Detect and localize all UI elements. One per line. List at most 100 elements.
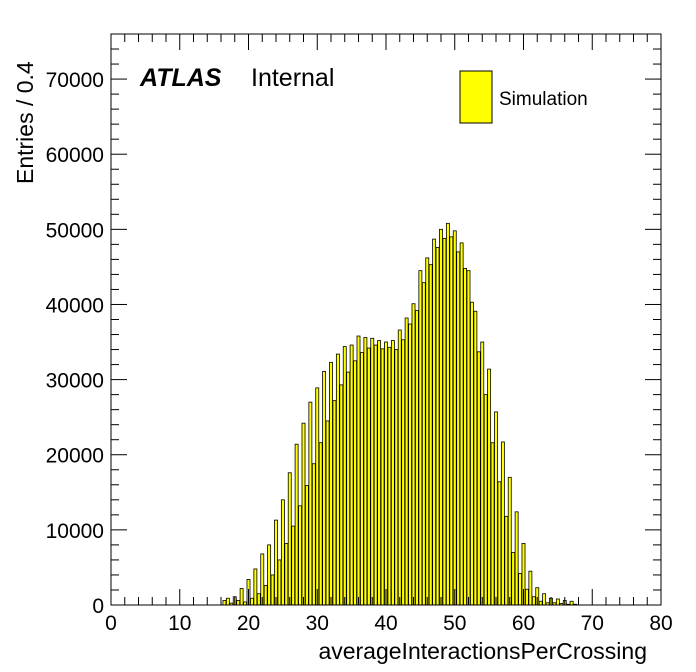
histogram-bar <box>452 230 457 606</box>
histogram-bar <box>329 361 333 606</box>
histogram-bar <box>445 222 450 606</box>
histogram-bar <box>425 257 430 606</box>
legend-swatch <box>459 70 493 124</box>
histogram-bar <box>311 463 316 606</box>
x-tick-label: 70 <box>581 612 604 635</box>
histogram-bar <box>250 597 254 606</box>
y-tick-label: 30000 <box>46 370 104 393</box>
histogram-bar <box>466 270 471 606</box>
histogram-bar <box>483 394 488 606</box>
histogram-bar <box>318 442 323 606</box>
histogram-bar <box>507 476 512 606</box>
legend-label: Simulation <box>499 89 588 110</box>
histogram-bar <box>239 588 244 606</box>
atlas-label: ATLAS <box>139 64 222 92</box>
histogram-bar <box>397 329 402 606</box>
histogram-bar <box>363 337 368 606</box>
histogram-bar <box>428 264 433 606</box>
histogram-bar <box>538 600 543 606</box>
histogram-bar <box>555 598 560 606</box>
histogram-bar <box>277 559 282 606</box>
histogram-bar <box>263 585 268 606</box>
histogram-bar <box>256 593 261 606</box>
histogram-bar <box>494 411 498 606</box>
histogram-bar <box>353 360 357 606</box>
histogram-bar <box>253 568 258 606</box>
histogram-bar <box>470 301 474 606</box>
y-tick-label: 60000 <box>46 144 104 167</box>
x-tick-label: 60 <box>512 612 535 635</box>
histogram-bar <box>569 600 574 606</box>
histogram-bar <box>449 236 454 606</box>
histogram-bar <box>301 422 306 606</box>
ticks-layer <box>110 33 662 606</box>
x-tick-labels: 0 10 20 30 40 50 60 70 80 <box>105 612 673 635</box>
histogram-bar <box>480 341 485 606</box>
histogram-bar <box>435 246 440 606</box>
x-axis-title: averageInteractionsPerCrossing <box>318 638 647 664</box>
histogram-bar <box>411 303 416 606</box>
histogram-bar <box>325 420 330 606</box>
histogram-bar <box>525 588 529 606</box>
histogram-bar <box>476 351 481 606</box>
histogram-bar <box>490 442 495 606</box>
histogram-bar <box>274 519 278 606</box>
histogram-bar <box>384 341 388 606</box>
histogram-bar <box>401 339 406 606</box>
histogram-bar <box>514 511 519 606</box>
histogram-bar <box>504 515 509 606</box>
histogram-bar <box>305 485 309 606</box>
histogram-bar <box>421 282 426 606</box>
y-tick-label: 10000 <box>46 520 104 543</box>
x-tick-label: 20 <box>237 612 260 635</box>
histogram-bar <box>511 552 516 606</box>
histogram-bar <box>298 505 302 606</box>
histogram-bar <box>418 270 423 606</box>
histogram-bar <box>335 353 340 606</box>
plot-frame <box>110 33 662 606</box>
histogram-bar <box>267 544 272 606</box>
histogram-bar <box>366 347 371 606</box>
histogram-bar <box>236 600 241 606</box>
x-tick-label: 10 <box>168 612 191 635</box>
y-tick-label: 0 <box>92 595 104 618</box>
histogram-bar <box>370 337 375 606</box>
histogram-bar <box>280 499 285 606</box>
histogram-bar <box>339 384 344 606</box>
histogram-bar <box>322 370 327 606</box>
histogram-bar <box>404 317 409 606</box>
histogram-bar <box>387 346 392 606</box>
histogram-bar <box>500 441 505 606</box>
histogram-bar <box>332 400 337 606</box>
histogram-bar <box>390 340 395 606</box>
histogram-bar <box>456 251 461 606</box>
internal-label: Internal <box>251 64 334 92</box>
y-tick-label: 20000 <box>46 445 104 468</box>
histogram-bar <box>380 348 385 606</box>
histogram-bar <box>394 349 399 606</box>
histogram-bar <box>439 228 443 606</box>
x-tick-label: 40 <box>374 612 397 635</box>
histogram-bar <box>473 310 478 606</box>
histogram-bar <box>270 574 275 606</box>
legend: Simulation <box>459 70 588 124</box>
histogram-bar <box>287 472 292 606</box>
y-tick-label: 70000 <box>46 69 104 92</box>
y-tick-label: 40000 <box>46 294 104 317</box>
x-tick-label: 80 <box>649 612 672 635</box>
y-tick-label: 50000 <box>46 219 104 242</box>
histogram-bar <box>294 443 299 606</box>
histogram-bar <box>487 368 492 606</box>
x-tick-label: 0 <box>105 612 117 635</box>
histogram-bar <box>222 600 227 606</box>
histogram-bar <box>518 573 522 606</box>
histogram-bar <box>531 596 536 606</box>
histogram-bar <box>308 401 313 606</box>
histogram-bar <box>497 481 502 606</box>
y-tick-labels: 0 10000 20000 30000 40000 50000 60000 70000 <box>46 69 104 618</box>
histogram-bar <box>459 242 464 606</box>
histogram-bar <box>349 344 354 606</box>
histogram-bar <box>284 542 289 606</box>
histogram-bar <box>528 570 533 606</box>
